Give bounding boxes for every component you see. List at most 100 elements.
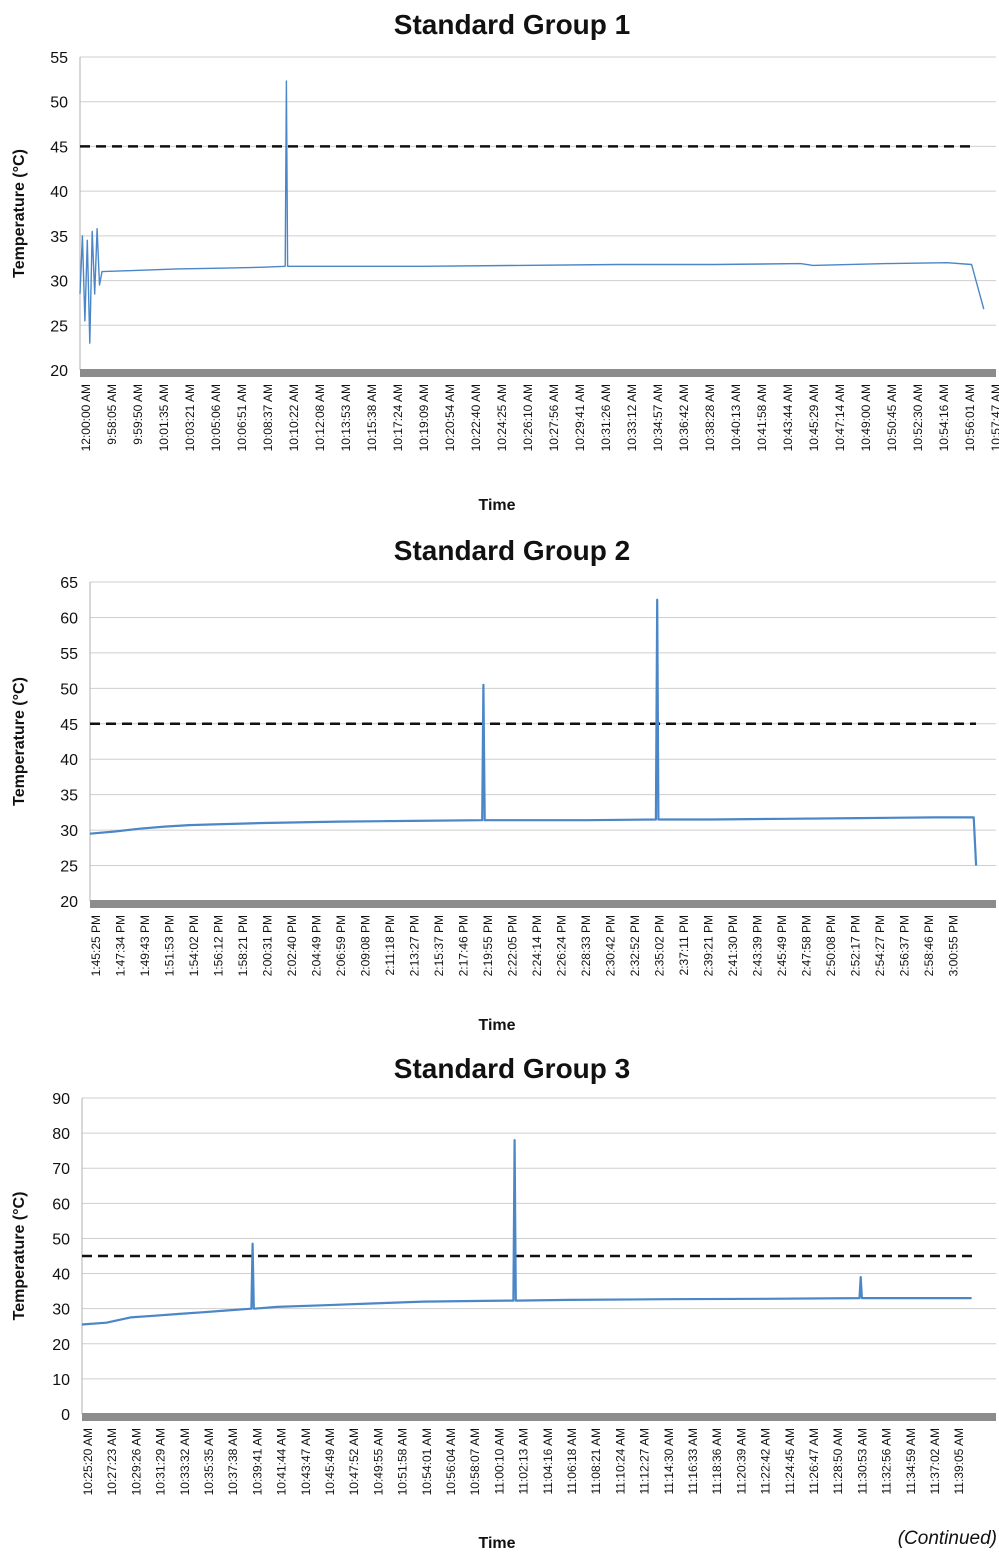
x-tick-label: 10:03:21 AM [183,384,197,451]
x-tick-label: 10:45:29 AM [807,384,821,451]
y-tick-label: 30 [52,1302,70,1319]
x-axis-bar [80,369,996,377]
x-tick-label: 10:19:09 AM [417,384,431,451]
series-line [81,1138,972,1326]
x-tick-label: 10:49:00 AM [859,384,873,451]
x-tick-label: 2:39:21 PM [702,915,716,976]
x-tick-label: 2:06:59 PM [334,915,348,976]
chart-title: Standard Group 2 [394,535,630,566]
x-tick-label: 10:56:01 AM [963,384,977,451]
x-axis-label: Time [478,1535,515,1552]
x-axis-bar [90,900,996,908]
y-tick-label: 50 [60,681,78,698]
x-tick-label: 10:27:56 AM [547,384,561,451]
x-tick-label: 11:04:16 AM [541,1428,555,1495]
x-tick-label: 10:56:04 AM [444,1428,458,1495]
y-tick-label: 60 [60,610,78,627]
y-tick-label: 10 [52,1372,70,1389]
x-tick-label: 11:22:42 AM [759,1428,773,1495]
x-tick-label: 10:13:53 AM [339,384,353,451]
chart-svg: Standard Group 2 20 25 30 35 40 45 50 55 60 65 1:45… [11,535,996,1034]
x-tick-label: 10:27:23 AM [105,1428,119,1495]
x-tick-label: 11:16:33 AM [686,1428,700,1495]
x-tick-label: 1:58:21 PM [236,915,250,976]
x-tick-label: 10:41:44 AM [275,1428,289,1495]
x-tick-label: 11:37:02 AM [928,1428,942,1495]
x-tick-label: 10:06:51 AM [235,384,249,451]
y-tick-label: 80 [52,1126,70,1143]
x-tick-label: 2:02:40 PM [285,915,299,976]
continued-note: (Continued) [897,1528,997,1549]
y-tick-label: 20 [50,363,68,380]
x-tick-label: 11:12:27 AM [638,1428,652,1495]
x-tick-label: 10:12:08 AM [313,384,327,451]
x-tick-label: 2:50:08 PM [824,915,838,976]
x-tick-label: 2:11:18 PM [383,915,397,975]
x-tick-label: 10:38:28 AM [703,384,717,451]
x-tick-label: 11:10:24 AM [613,1428,627,1495]
x-tick-label: 1:49:43 PM [138,915,152,976]
x-tick-label: 10:58:07 AM [468,1428,482,1495]
y-tick-label: 35 [60,788,78,805]
x-tick-label: 9:59:50 AM [131,384,145,445]
y-axis-label: Temperature (°C) [11,677,28,806]
x-tick-label: 10:57:47 AM [989,384,999,451]
x-tick-label: 10:01:35 AM [157,384,171,451]
chart-svg: Standard Group 3 0 10 20 30 40 50 60 70 80 90 10:25… [11,1053,996,1552]
y-tick-label: 25 [50,318,68,335]
x-tick-label: 11:39:05 AM [952,1428,966,1495]
x-tick-label: 10:35:35 AM [202,1428,216,1495]
y-axis-label: Temperature (°C) [11,149,28,278]
x-tick-label: 11:24:45 AM [783,1428,797,1495]
x-tick-label: 10:31:29 AM [154,1428,168,1495]
x-tick-label: 10:34:57 AM [651,384,665,451]
x-tick-label: 10:29:26 AM [129,1428,143,1495]
x-tick-label: 11:08:21 AM [589,1428,603,1495]
x-tick-label: 2:56:37 PM [898,915,912,976]
y-tick-label: 90 [52,1091,70,1108]
y-tick-label: 20 [60,894,78,911]
x-tick-label: 2:54:27 PM [873,915,887,976]
x-tick-label: 10:43:44 AM [781,384,795,451]
x-tick-label: 10:26:10 AM [521,384,535,451]
y-tick-label: 65 [60,575,78,592]
y-tick-label: 45 [50,139,68,156]
x-tick-label: 10:33:32 AM [178,1428,192,1495]
y-axis-label: Temperature (°C) [11,1192,28,1321]
x-axis-label: Time [478,497,515,514]
x-tick-label: 10:24:25 AM [495,384,509,451]
x-tick-label: 1:47:34 PM [114,915,128,976]
x-tick-label: 2:22:05 PM [506,915,520,976]
x-tick-label: 2:47:58 PM [800,915,814,976]
chart-title: Standard Group 1 [394,9,630,40]
x-tick-label: 10:37:38 AM [226,1428,240,1495]
x-tick-label: 10:33:12 AM [625,384,639,451]
x-tick-label: 12:00:00 AM [79,384,93,451]
series-line [89,598,978,866]
x-tick-label: 11:00:10 AM [492,1428,506,1495]
x-tick-label: 10:50:45 AM [885,384,899,451]
x-tick-label: 11:34:59 AM [904,1428,918,1495]
x-tick-label: 2:13:27 PM [408,915,422,976]
x-tick-label: 11:30:53 AM [855,1428,869,1495]
x-tick-label: 10:36:42 AM [677,384,691,451]
x-tick-label: 11:14:30 AM [662,1428,676,1495]
x-tick-label: 2:35:02 PM [653,915,667,976]
x-tick-label: 10:43:47 AM [299,1428,313,1495]
x-axis-bar [82,1413,996,1421]
x-tick-label: 10:08:37 AM [261,384,275,451]
x-tick-label: 10:05:06 AM [209,384,223,451]
x-tick-label: 9:58:05 AM [105,384,119,445]
y-tick-label: 30 [60,823,78,840]
x-tick-label: 2:04:49 PM [310,915,324,976]
x-tick-label: 1:54:02 PM [187,915,201,976]
x-tick-label: 2:52:17 PM [849,915,863,976]
x-tick-label: 10:20:54 AM [443,384,457,451]
x-tick-label: 2:15:37 PM [432,915,446,976]
x-tick-label: 11:02:13 AM [517,1428,531,1495]
x-tick-label: 2:19:55 PM [481,915,495,976]
x-tick-label: 1:51:53 PM [163,915,177,976]
x-tick-label: 2:37:11 PM [677,915,691,975]
x-tick-label: 2:09:08 PM [359,915,373,976]
y-tick-label: 55 [60,646,78,663]
